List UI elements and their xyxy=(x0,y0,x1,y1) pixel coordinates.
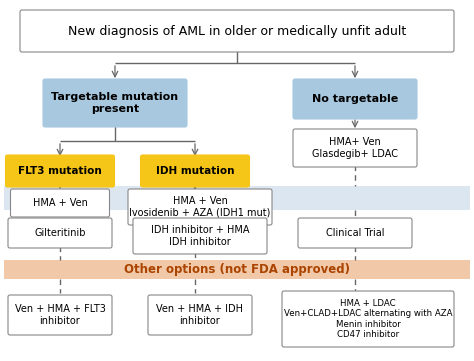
FancyBboxPatch shape xyxy=(10,189,109,217)
Text: New diagnosis of AML in older or medically unfit adult: New diagnosis of AML in older or medical… xyxy=(68,25,406,38)
Text: Ven + HMA + IDH
inhibitor: Ven + HMA + IDH inhibitor xyxy=(156,304,244,326)
Text: No targetable: No targetable xyxy=(312,94,398,104)
FancyBboxPatch shape xyxy=(293,79,417,119)
FancyBboxPatch shape xyxy=(6,155,115,187)
Text: Targetable mutation
present: Targetable mutation present xyxy=(52,92,179,114)
Text: Gilteritinib: Gilteritinib xyxy=(34,228,86,238)
Text: Clinical Trial: Clinical Trial xyxy=(326,228,384,238)
FancyBboxPatch shape xyxy=(282,291,454,347)
Text: FLT3 mutation: FLT3 mutation xyxy=(18,166,102,176)
FancyBboxPatch shape xyxy=(8,218,112,248)
FancyBboxPatch shape xyxy=(8,295,112,335)
FancyBboxPatch shape xyxy=(133,218,267,254)
Text: HMA + Ven: HMA + Ven xyxy=(33,198,87,208)
FancyBboxPatch shape xyxy=(298,218,412,248)
FancyBboxPatch shape xyxy=(293,129,417,167)
FancyBboxPatch shape xyxy=(20,10,454,52)
Text: IDH mutation: IDH mutation xyxy=(156,166,234,176)
FancyBboxPatch shape xyxy=(148,295,252,335)
Text: HMA+ Ven
Glasdegib+ LDAC: HMA+ Ven Glasdegib+ LDAC xyxy=(312,137,398,159)
Text: Other options (not FDA approved): Other options (not FDA approved) xyxy=(124,263,350,276)
Text: Ven + HMA + FLT3
inhibitor: Ven + HMA + FLT3 inhibitor xyxy=(15,304,105,326)
Text: HMA + Ven
Ivosidenib + AZA (IDH1 mut): HMA + Ven Ivosidenib + AZA (IDH1 mut) xyxy=(129,196,271,218)
Bar xyxy=(4,260,470,279)
FancyBboxPatch shape xyxy=(43,79,187,127)
Text: Relapse: Relapse xyxy=(209,191,265,204)
Text: HMA + LDAC
Ven+CLAD+LDAC alternating with AZA
Menin inhibitor
CD47 inhibitor: HMA + LDAC Ven+CLAD+LDAC alternating wit… xyxy=(284,299,452,339)
FancyBboxPatch shape xyxy=(140,155,249,187)
FancyBboxPatch shape xyxy=(128,189,272,225)
Text: IDH inhibitor + HMA
IDH inhibitor: IDH inhibitor + HMA IDH inhibitor xyxy=(151,225,249,247)
Bar xyxy=(4,186,470,210)
